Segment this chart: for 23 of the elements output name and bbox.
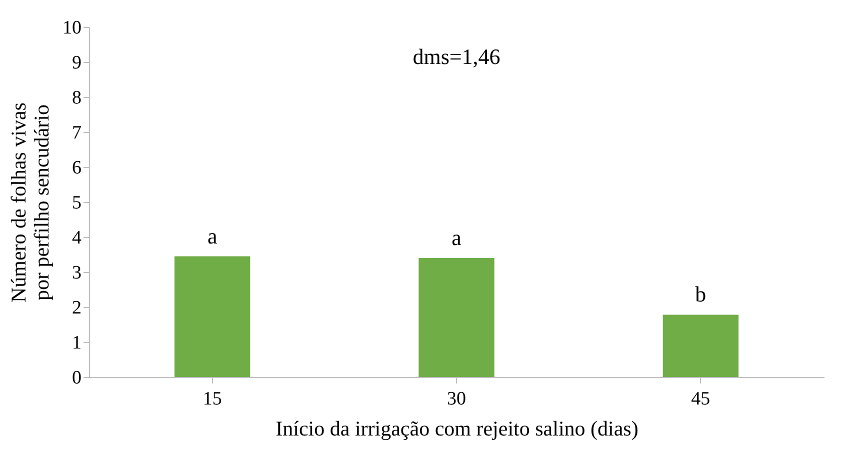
x-axis-title: Início da irrigação com rejeito salino (dias) (276, 416, 638, 440)
y-tick-label: 1 (72, 332, 82, 354)
bar (418, 258, 494, 377)
annotation: a (452, 225, 462, 250)
bar (174, 256, 250, 377)
y-tick-label: 6 (72, 158, 82, 178)
y-tick-label: 5 (72, 192, 82, 214)
y-tick-label: 4 (72, 228, 82, 248)
bar (662, 314, 739, 377)
annotation: a (207, 223, 218, 248)
y-tick-label: 8 (72, 88, 82, 108)
annotation: dms=1,46 (412, 44, 500, 69)
y-tick-label: 7 (72, 122, 82, 144)
y-tick-label: 0 (72, 368, 82, 388)
x-tick-label: 45 (691, 388, 710, 410)
x-tick-label: 15 (202, 388, 222, 410)
x-tick-label: 30 (447, 388, 466, 410)
y-axis-title: Número de folhas vivas por perfilho sencudário (6, 102, 54, 303)
y-tick-label: 10 (62, 18, 82, 38)
y-tick-label: 9 (72, 52, 82, 74)
annotation: b (695, 282, 706, 307)
y-tick-label: 2 (72, 298, 82, 318)
y-tick-label: 3 (72, 262, 82, 284)
